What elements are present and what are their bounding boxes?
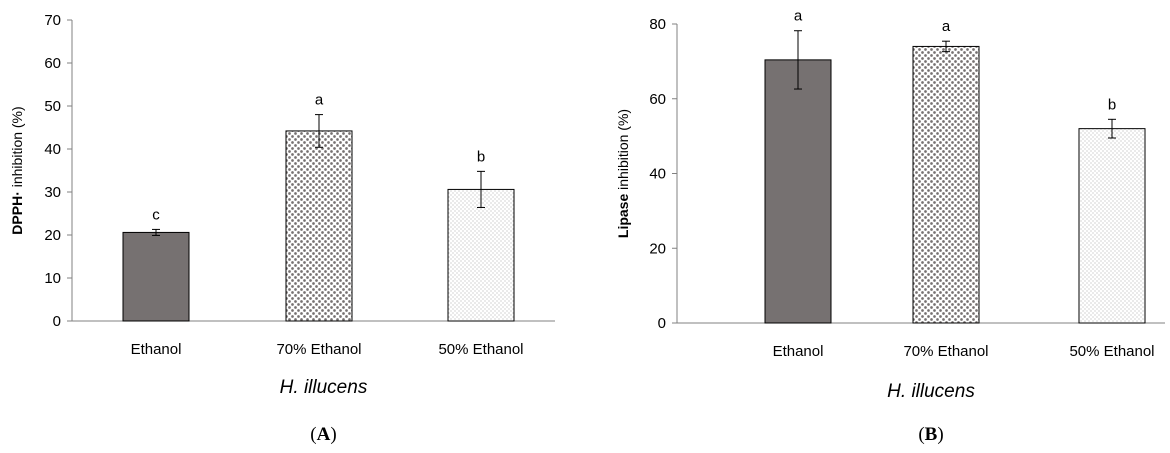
- category-label: Ethanol: [131, 341, 182, 358]
- y-tick-label: 10: [44, 270, 61, 287]
- y-axis-title: DPPH· inhibition (%): [9, 106, 25, 234]
- bar-1: [764, 59, 832, 324]
- bar-2: [912, 45, 980, 324]
- significance-letter: b: [477, 148, 485, 165]
- y-tick-label: 60: [44, 55, 61, 72]
- y-tick-label: 70: [44, 12, 61, 29]
- significance-letter: c: [152, 206, 160, 223]
- y-tick-label: 20: [649, 240, 666, 257]
- y-tick-label: 20: [44, 227, 61, 244]
- category-label: 50% Ethanol: [438, 341, 523, 358]
- panel-b-chart: 0 20 40 60 80 a Ethanol a 70% Ethanol b 50% Ethano…: [615, 8, 1165, 445]
- bar-3: [1078, 128, 1146, 324]
- panel-label: (A): [310, 424, 336, 445]
- significance-letter: a: [315, 92, 324, 109]
- y-tick-label: 40: [44, 141, 61, 158]
- category-label: 50% Ethanol: [1069, 343, 1154, 360]
- significance-letter: b: [1108, 96, 1116, 113]
- category-label: 70% Ethanol: [276, 341, 361, 358]
- bar-2: [285, 130, 353, 322]
- y-tick-label: 30: [44, 184, 61, 201]
- panel-a-chart: 0 10 20 30 40 50 60 70 c Ethanol a 70% Ethanol b 50% …: [9, 12, 555, 445]
- category-label: 70% Ethanol: [903, 343, 988, 360]
- bar-3: [447, 188, 515, 322]
- x-axis-title: H. illucens: [280, 377, 368, 398]
- y-axis-title: Lipase inhibition (%): [615, 109, 631, 238]
- y-tick-label: 50: [44, 98, 61, 115]
- x-axis-title: H. illucens: [887, 381, 975, 402]
- significance-letter: a: [942, 18, 951, 35]
- panel-label: (B): [918, 424, 943, 445]
- y-tick-label: 60: [649, 91, 666, 108]
- y-tick-label: 80: [649, 16, 666, 33]
- y-tick-label: 0: [53, 313, 61, 330]
- y-tick-label: 0: [658, 315, 666, 332]
- significance-letter: a: [794, 8, 803, 25]
- category-label: Ethanol: [773, 343, 824, 360]
- bar-1: [122, 231, 190, 322]
- y-tick-label: 40: [649, 166, 666, 183]
